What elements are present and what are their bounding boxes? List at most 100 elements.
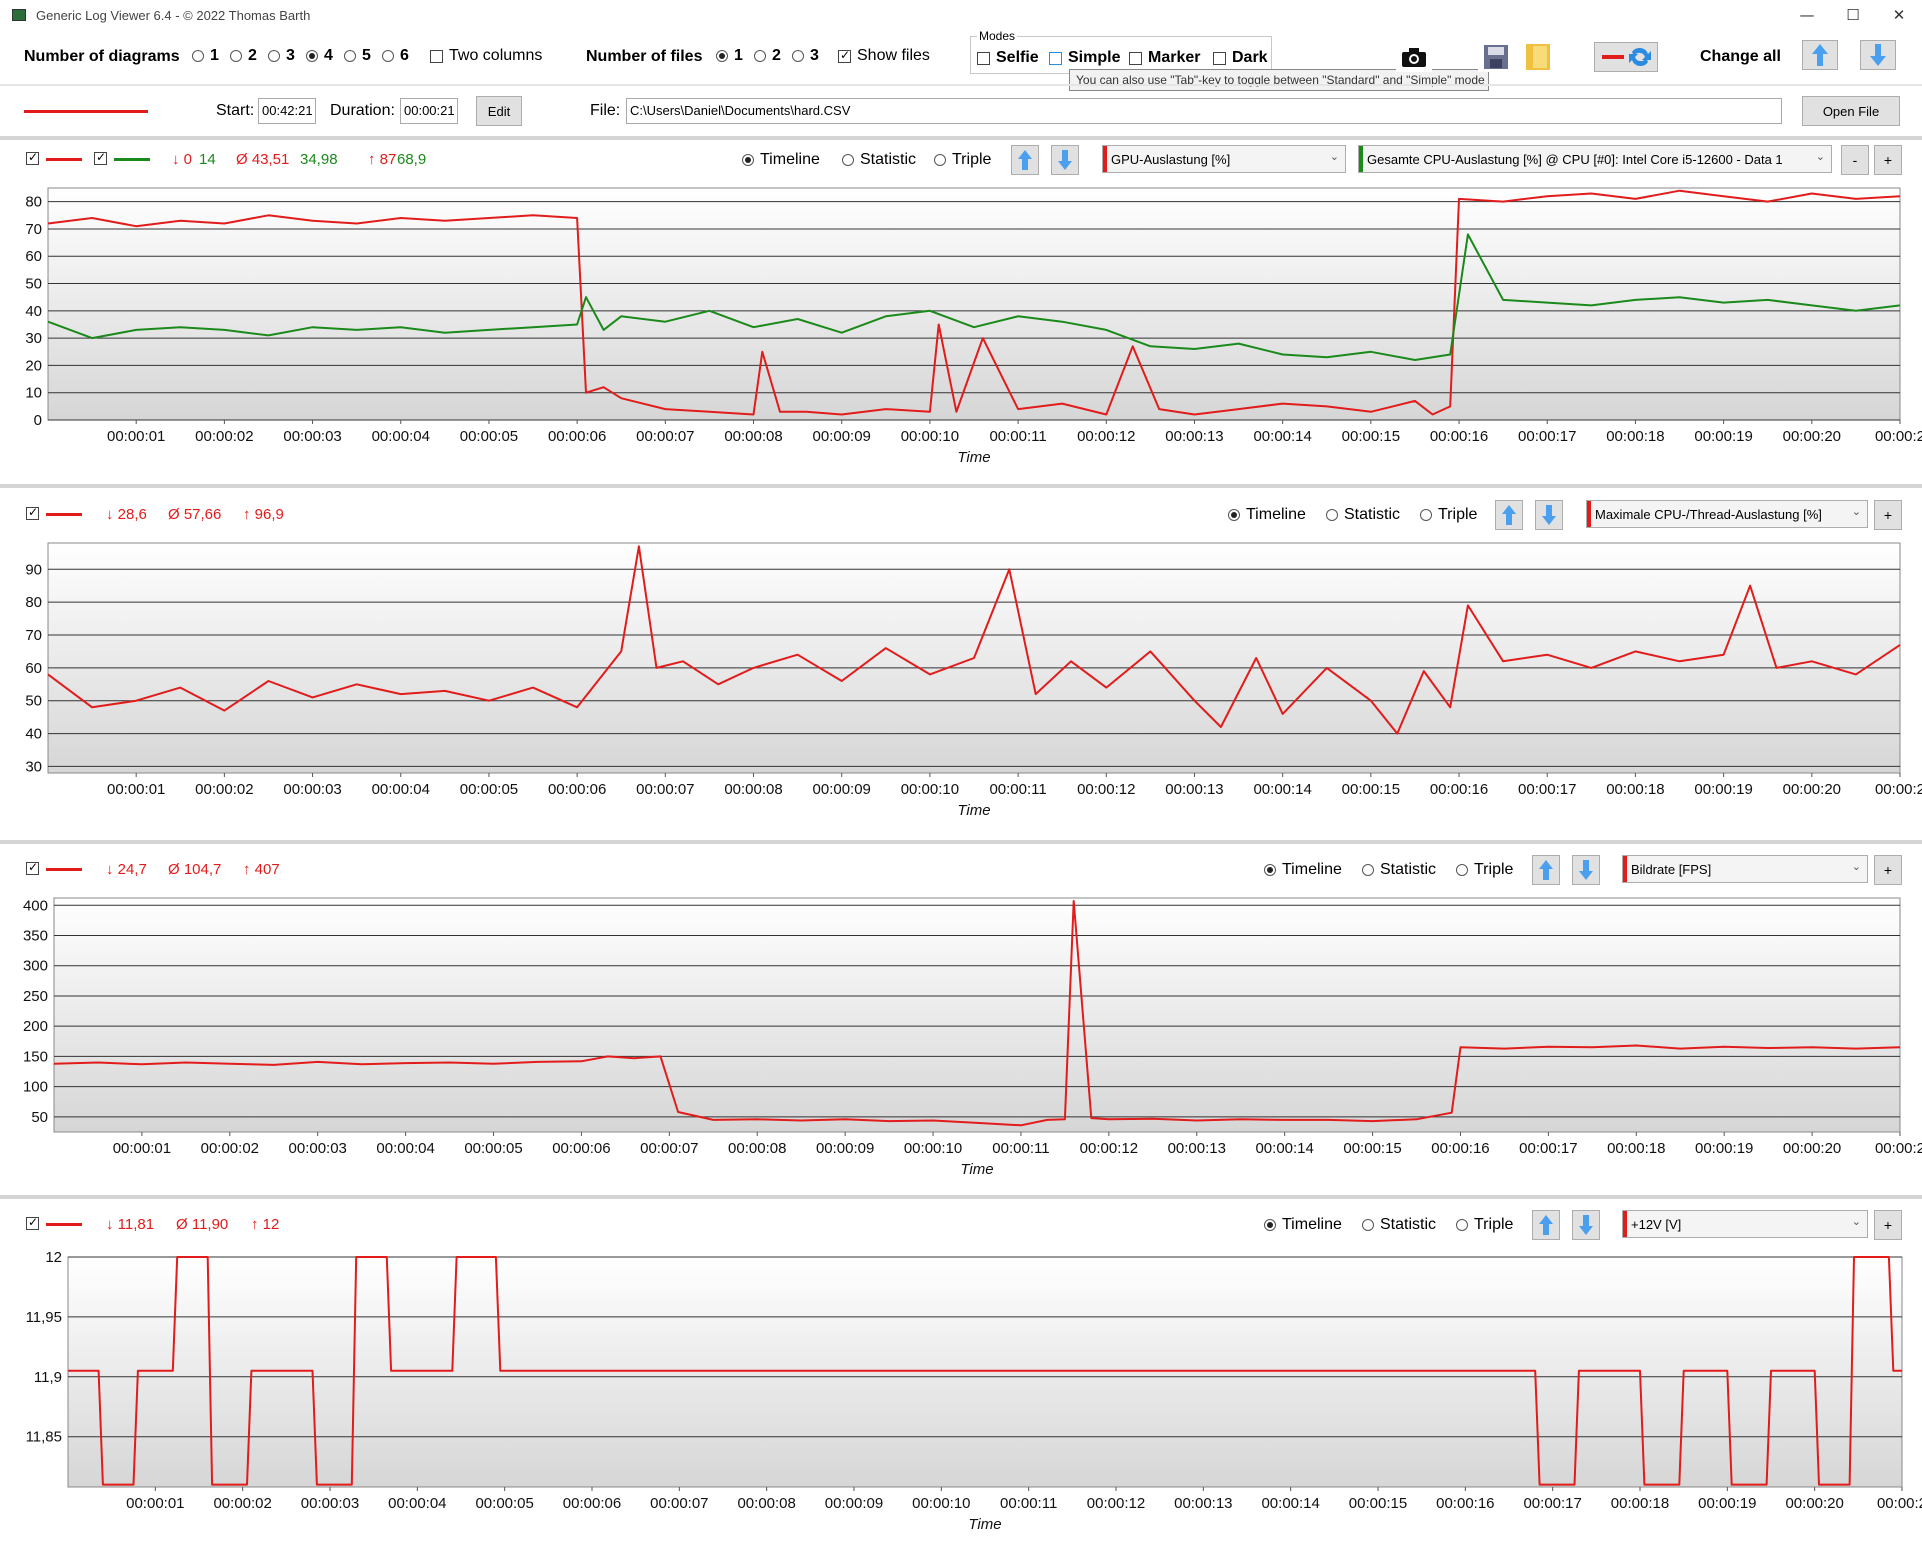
timeline-radio[interactable]: Timeline bbox=[1228, 506, 1306, 524]
plot-area[interactable] bbox=[47, 187, 1901, 421]
file-color-line[interactable] bbox=[24, 110, 148, 113]
y-tick-label: 80 bbox=[25, 194, 42, 211]
x-tick-label: 00:00:04 bbox=[372, 781, 430, 798]
series-1-checkbox[interactable] bbox=[26, 860, 45, 875]
move-down-button[interactable] bbox=[1572, 855, 1600, 885]
series-1-color[interactable] bbox=[46, 1223, 82, 1226]
close-button[interactable]: ✕ bbox=[1892, 6, 1906, 24]
move-down-button[interactable] bbox=[1572, 1210, 1600, 1240]
minimize-button[interactable]: — bbox=[1799, 6, 1815, 24]
series-line bbox=[47, 233, 1901, 361]
add-series-button[interactable]: + bbox=[1874, 855, 1902, 885]
y-tick-label: 11,9 bbox=[34, 1369, 62, 1386]
timeline-radio[interactable]: Timeline bbox=[1264, 861, 1342, 879]
series-select[interactable]: Maximale CPU-/Thread-Auslastung [%] ⌄ bbox=[1586, 500, 1868, 528]
start-input[interactable]: 00:42:21 bbox=[258, 98, 316, 124]
series-1-color[interactable] bbox=[46, 513, 82, 516]
statistic-radio[interactable]: Statistic bbox=[1362, 861, 1436, 879]
marker-checkbox[interactable]: Marker bbox=[1129, 49, 1200, 67]
move-up-all-button[interactable] bbox=[1802, 40, 1838, 70]
x-tick-label: 00:00:16 bbox=[1430, 428, 1488, 445]
diagrams-radio-5[interactable]: 5 bbox=[344, 47, 371, 65]
series-2-checkbox[interactable] bbox=[94, 150, 113, 165]
series-select[interactable]: Bildrate [FPS] ⌄ bbox=[1622, 855, 1868, 883]
add-series-button[interactable]: + bbox=[1874, 1210, 1902, 1240]
triple-radio[interactable]: Triple bbox=[1456, 1216, 1513, 1234]
series-1-checkbox[interactable] bbox=[26, 505, 45, 520]
move-down-button[interactable] bbox=[1535, 500, 1563, 530]
x-tick-label: 00:00:07 bbox=[640, 1140, 698, 1157]
start-label: Start: bbox=[216, 102, 255, 119]
statistic-radio[interactable]: Statistic bbox=[1326, 506, 1400, 524]
series-1-checkbox[interactable] bbox=[26, 1215, 45, 1230]
move-down-all-button[interactable] bbox=[1860, 40, 1896, 70]
x-tick-label: 00:00:09 bbox=[813, 781, 871, 798]
statistic-radio[interactable]: Statistic bbox=[1362, 1216, 1436, 1234]
diagrams-radio-4[interactable]: 4 bbox=[306, 47, 333, 65]
selfie-checkbox[interactable]: Selfie bbox=[977, 49, 1039, 67]
x-tick-label: 00:00:01 bbox=[107, 428, 165, 445]
series-1-checkbox[interactable] bbox=[26, 150, 45, 165]
separator bbox=[0, 136, 1922, 140]
duration-input[interactable]: 00:00:21 bbox=[400, 98, 458, 124]
two-columns-checkbox[interactable]: Two columns bbox=[430, 47, 542, 65]
swap-color-icon bbox=[1602, 47, 1651, 67]
triple-radio[interactable]: Triple bbox=[1456, 861, 1513, 879]
stat-max: ↑ 407 bbox=[243, 861, 280, 878]
triple-radio[interactable]: Triple bbox=[934, 151, 991, 169]
plot-area[interactable] bbox=[67, 1256, 1903, 1488]
x-tick-label: 00:00:07 bbox=[650, 1495, 708, 1512]
add-series-button[interactable]: + bbox=[1874, 500, 1902, 530]
simple-checkbox[interactable]: Simple bbox=[1049, 49, 1120, 67]
edit-button[interactable]: Edit bbox=[476, 96, 522, 126]
y-tick-label: 12 bbox=[45, 1249, 62, 1266]
series-2-color[interactable] bbox=[114, 158, 150, 161]
series-1-color[interactable] bbox=[46, 868, 82, 871]
number-of-files-label: Number of files bbox=[586, 48, 703, 65]
open-folder-button[interactable] bbox=[1520, 42, 1556, 72]
add-series-button[interactable]: + bbox=[1874, 145, 1902, 175]
maximize-button[interactable]: ☐ bbox=[1846, 6, 1860, 24]
files-radio-2[interactable]: 2 bbox=[754, 47, 781, 65]
y-tick-label: 11,95 bbox=[26, 1309, 62, 1326]
y-tick-label: 70 bbox=[25, 627, 42, 644]
show-files-checkbox[interactable]: Show files bbox=[838, 47, 930, 65]
timeline-radio[interactable]: Timeline bbox=[742, 151, 820, 169]
series-1-select[interactable]: GPU-Auslastung [%] ⌄ bbox=[1102, 145, 1346, 173]
x-tick-label: 00:00:17 bbox=[1523, 1495, 1581, 1512]
series-select[interactable]: +12V [V] ⌄ bbox=[1622, 1210, 1868, 1238]
diagrams-radio-2[interactable]: 2 bbox=[230, 47, 257, 65]
statistic-radio[interactable]: Statistic bbox=[842, 151, 916, 169]
title-bar: Generic Log Viewer 6.4 - © 2022 Thomas B… bbox=[0, 0, 1922, 30]
move-up-button[interactable] bbox=[1011, 145, 1039, 175]
camera-button[interactable] bbox=[1396, 42, 1432, 72]
move-down-button[interactable] bbox=[1051, 145, 1079, 175]
save-button[interactable] bbox=[1478, 42, 1514, 72]
open-file-button[interactable]: Open File bbox=[1802, 96, 1900, 126]
y-tick-label: 0 bbox=[34, 412, 42, 429]
x-tick-label: 00:00:14 bbox=[1253, 428, 1311, 445]
diagrams-radio-6[interactable]: 6 bbox=[382, 47, 409, 65]
triple-radio[interactable]: Triple bbox=[1420, 506, 1477, 524]
dark-checkbox[interactable]: Dark bbox=[1213, 49, 1268, 67]
move-up-button[interactable] bbox=[1495, 500, 1523, 530]
diagrams-radio-3[interactable]: 3 bbox=[268, 47, 295, 65]
arrow-up-icon bbox=[1812, 44, 1828, 66]
move-up-button[interactable] bbox=[1532, 855, 1560, 885]
stat-min-1: ↓ 0 bbox=[172, 151, 193, 168]
series-1-color[interactable] bbox=[46, 158, 82, 161]
y-tick-label: 30 bbox=[25, 330, 42, 347]
remove-series-button[interactable]: - bbox=[1841, 145, 1869, 175]
files-radio-3[interactable]: 3 bbox=[792, 47, 819, 65]
swap-colors-button[interactable] bbox=[1594, 42, 1658, 72]
stat-min: ↓ 28,6 bbox=[106, 506, 147, 523]
files-radio-1[interactable]: 1 bbox=[716, 47, 743, 65]
series-2-select[interactable]: Gesamte CPU-Auslastung [%] @ CPU [#0]: I… bbox=[1358, 145, 1832, 173]
timeline-radio[interactable]: Timeline bbox=[1264, 1216, 1342, 1234]
move-up-button[interactable] bbox=[1532, 1210, 1560, 1240]
diagrams-radio-1[interactable]: 1 bbox=[192, 47, 219, 65]
file-path-input[interactable]: C:\Users\Daniel\Documents\hard.CSV bbox=[626, 98, 1782, 124]
x-tick-label: 00:00:09 bbox=[825, 1495, 883, 1512]
plot-area[interactable] bbox=[53, 897, 1901, 1133]
y-tick-label: 70 bbox=[25, 221, 42, 238]
